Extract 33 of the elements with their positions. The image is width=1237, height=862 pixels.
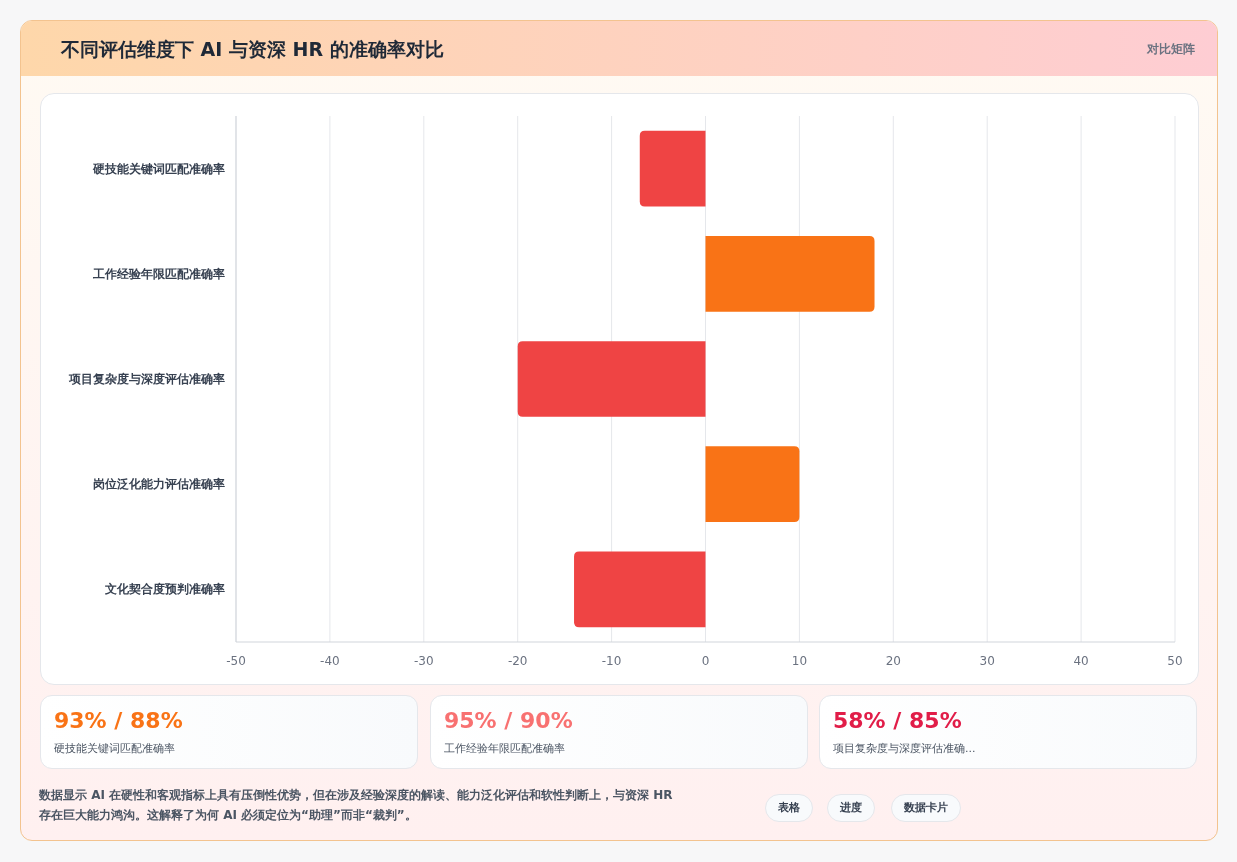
bar <box>574 551 706 628</box>
y-tick-label: 硬技能关键词匹配准确率 <box>92 161 225 176</box>
text: 硬技能关键词匹配准确率 <box>54 741 175 756</box>
bar <box>639 130 706 207</box>
text: 工作经验年限匹配准确率 <box>444 741 565 756</box>
x-tick-label: 50 <box>1167 654 1183 668</box>
text: 58% / 85% <box>833 708 962 733</box>
y-tick-label: 工作经验年限匹配准确率 <box>92 266 225 281</box>
bar <box>705 235 875 312</box>
text: 93% / 88% <box>54 708 183 733</box>
x-tick-label: -10 <box>601 654 622 668</box>
text: 对比矩阵 <box>1147 41 1195 58</box>
bar <box>705 446 800 523</box>
x-tick-label: 30 <box>979 654 995 668</box>
chart-title: 不同评估维度下 AI 与资深 HR 的准确率对比 <box>61 37 444 62</box>
text: 进度 <box>827 794 875 822</box>
x-tick-label: 20 <box>885 654 901 668</box>
y-tick-label: 文化契合度预判准确率 <box>104 582 225 597</box>
y-tick-label: 岗位泛化能力评估准确率 <box>93 477 225 492</box>
x-tick-label: -30 <box>414 654 434 668</box>
x-tick-label: 0 <box>701 654 710 668</box>
text: 数据显示 AI 在硬性和客观指标上具有压倒性优势，但在涉及经验深度的解读、能力泛化评估和软性判断上，与资深 HR 存在巨大能力鸿沟。这解释了为何 AI 必须定位为“助理”而非“裁判”。 <box>39 787 674 824</box>
text: 表格 <box>765 794 813 822</box>
x-tick-label: -20 <box>507 654 528 668</box>
text: 数据卡片 <box>891 794 961 822</box>
x-tick-label: -40 <box>320 654 340 668</box>
x-tick-label: -50 <box>226 654 246 668</box>
text: 95% / 90% <box>444 708 573 733</box>
x-tick-label: 10 <box>791 654 808 668</box>
bar <box>517 341 706 417</box>
x-tick-label: 40 <box>1073 654 1089 668</box>
y-tick-label: 项目复杂度与深度评估准确率 <box>68 372 225 386</box>
text: 项目复杂度与深度评估准确... <box>833 741 976 756</box>
